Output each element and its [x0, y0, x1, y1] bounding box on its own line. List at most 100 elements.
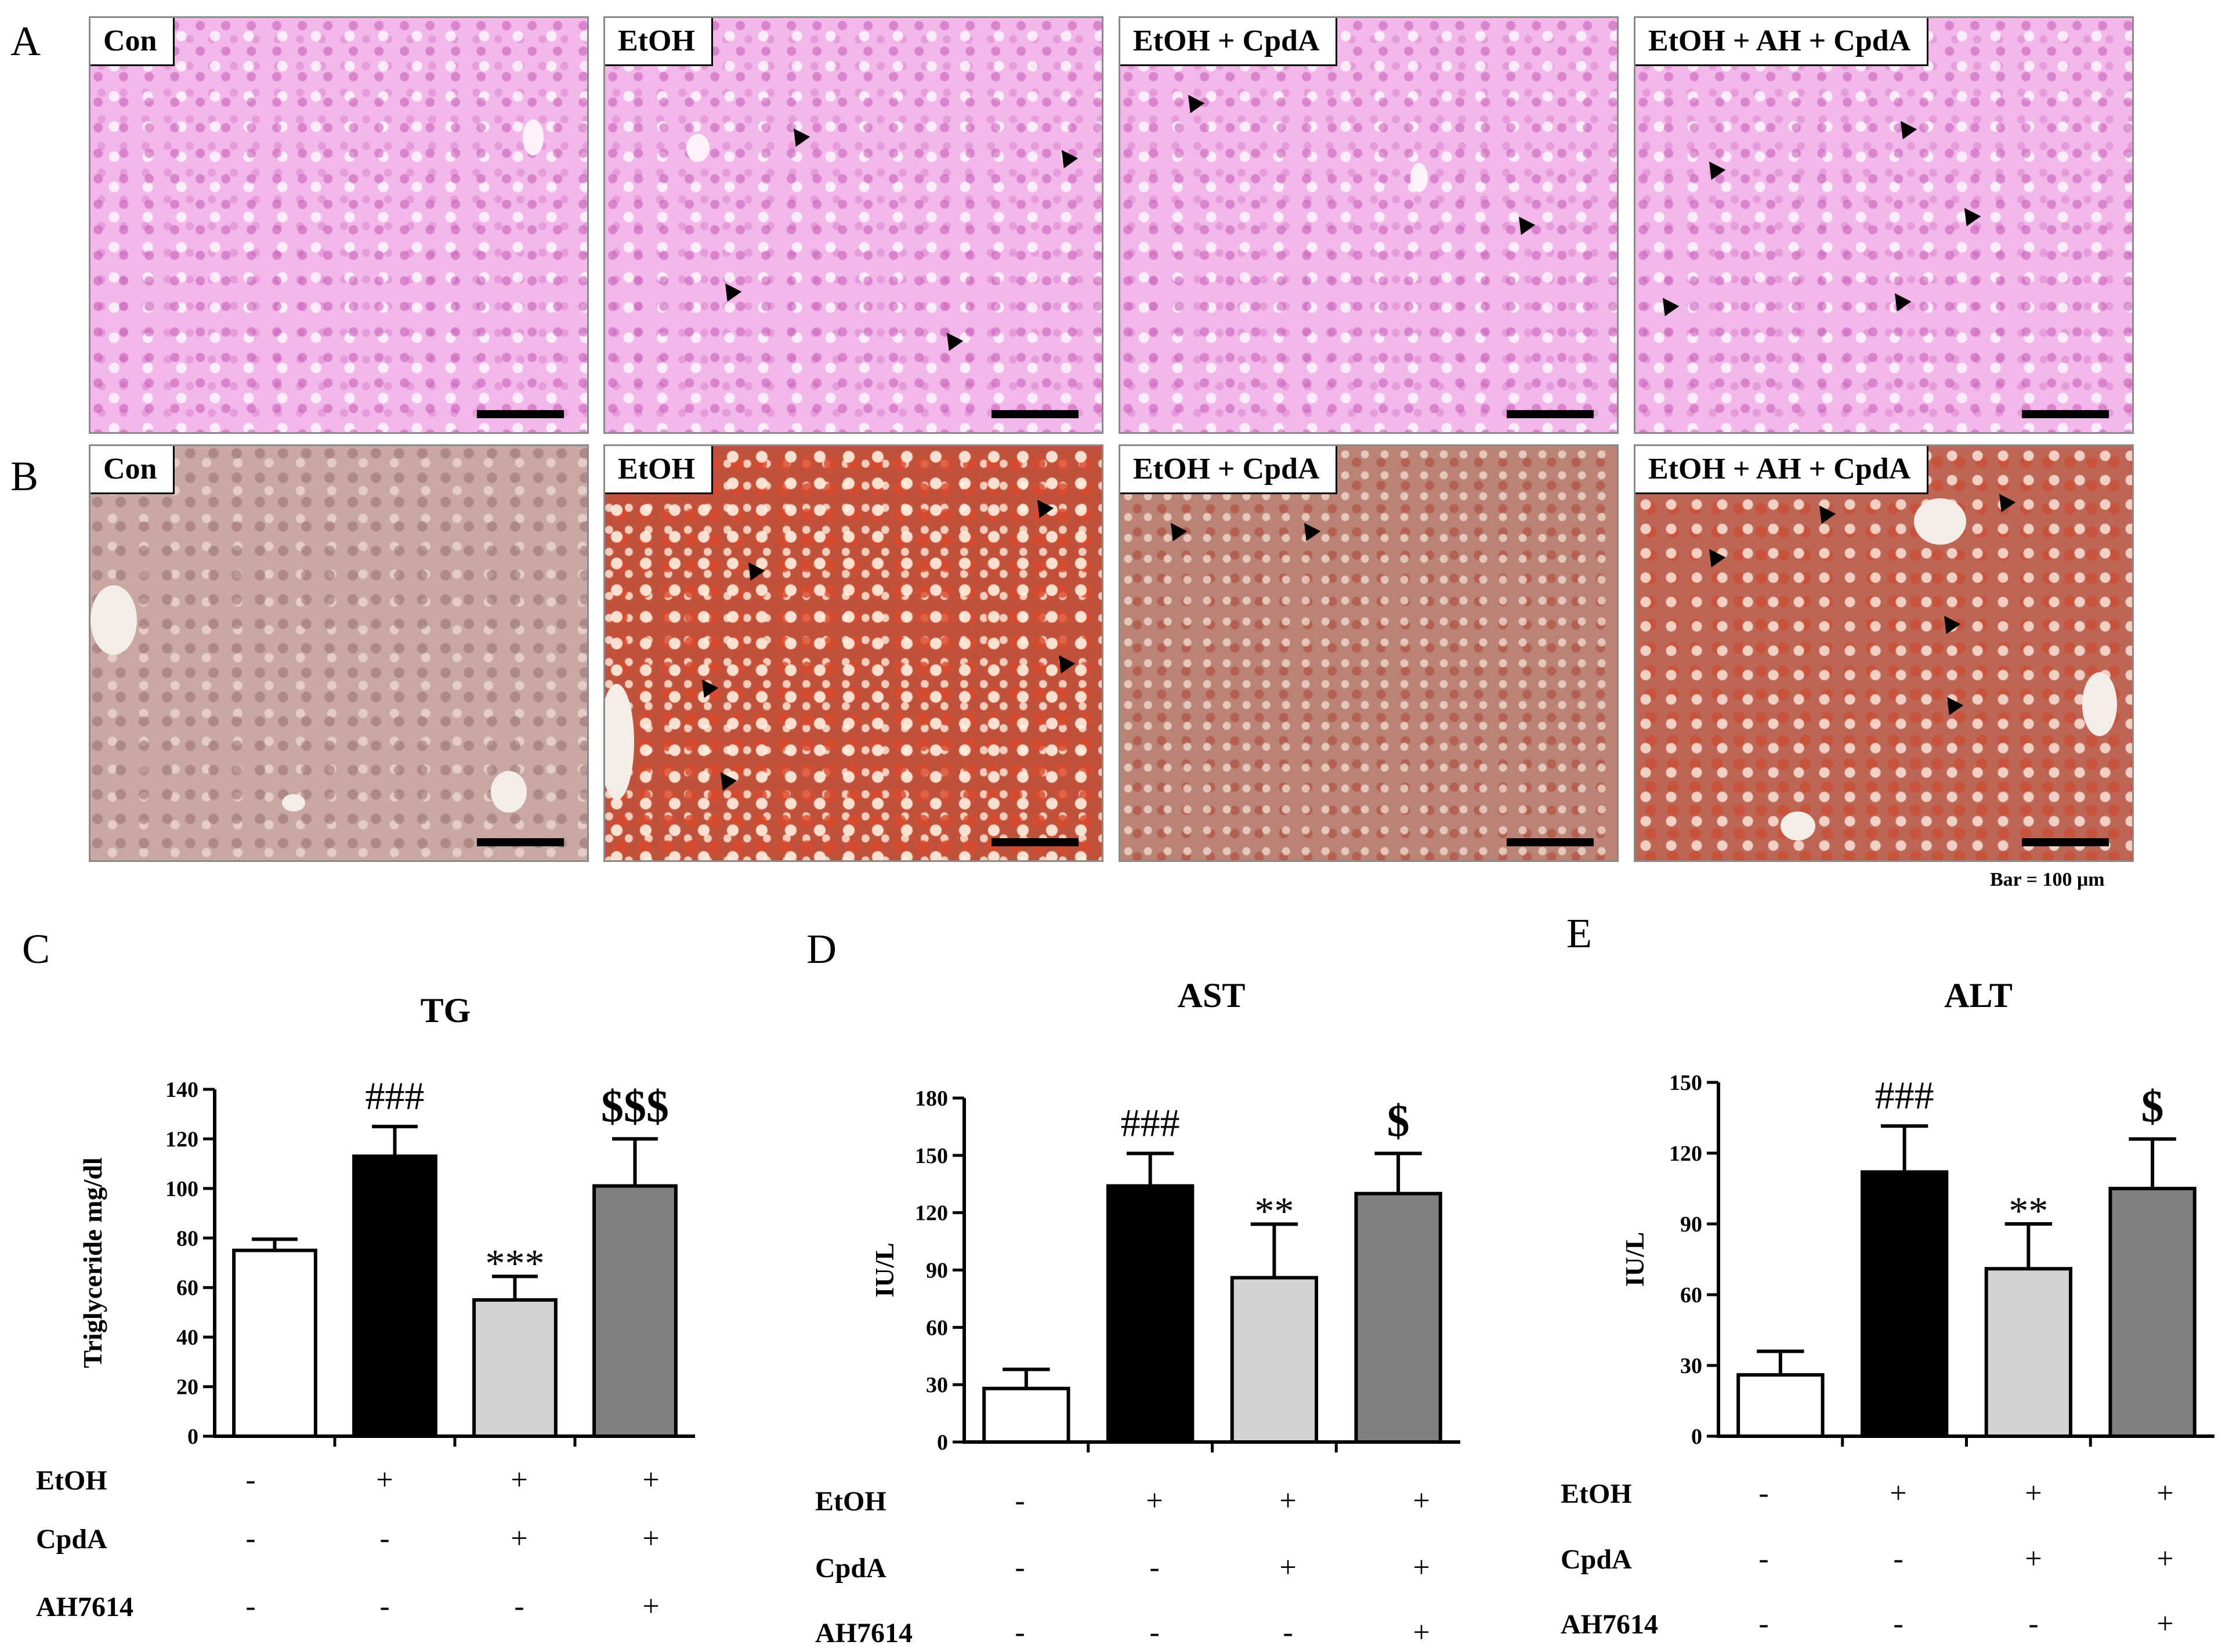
micrograph-title: EtOH + CpdA	[1120, 18, 1338, 66]
significance-label: ###	[1121, 1101, 1180, 1145]
y-tick-label: 60	[176, 1276, 198, 1300]
micrograph-title: EtOH	[605, 18, 713, 66]
y-tick-label: 30	[926, 1373, 948, 1397]
bar	[1230, 1276, 1319, 1444]
y-tick-label: 150	[1669, 1071, 1702, 1095]
significance-label: $	[2141, 1081, 2164, 1132]
panel-letter-e: E	[1566, 910, 1592, 957]
bar	[472, 1298, 558, 1439]
treatment-mark: -	[245, 1463, 255, 1497]
bar	[1354, 1191, 1442, 1444]
treatment-mark: +	[1890, 1477, 1906, 1510]
treatment-mark: -	[1015, 1551, 1025, 1584]
he-micrograph-etoh-cpda: EtOH + CpdA	[1119, 16, 1619, 434]
oro-micrograph-etoh: EtOH	[603, 444, 1103, 862]
treatment-mark: -	[245, 1590, 255, 1623]
treatment-mark: +	[2025, 1542, 2042, 1575]
treatment-mark: +	[511, 1522, 527, 1555]
treatment-mark: -	[1015, 1616, 1025, 1649]
significance-label: $$$	[601, 1081, 669, 1131]
treatment-mark: +	[1413, 1484, 1430, 1517]
y-axis-label: Triglyceride mg/dl	[78, 1157, 107, 1368]
treatment-mark: +	[1413, 1616, 1430, 1649]
y-axis-label: IU/L	[1620, 1232, 1649, 1287]
panel-letter-d: D	[806, 926, 837, 972]
significance-label: **	[2009, 1189, 2048, 1233]
scale-bar	[477, 838, 564, 846]
treatment-mark: +	[2156, 1607, 2173, 1640]
treatment-mark: +	[1279, 1484, 1296, 1517]
y-tick-label: 0	[937, 1430, 948, 1455]
significance-label: ***	[486, 1241, 545, 1285]
chart-title: TG	[421, 991, 471, 1030]
treatment-mark: +	[1413, 1551, 1430, 1584]
oro-micrograph-etoh-cpda: EtOH + CpdA	[1119, 444, 1619, 862]
treatment-mark: -	[1893, 1607, 1903, 1640]
scale-bar	[1507, 838, 1594, 846]
treatment-mark: -	[245, 1522, 255, 1555]
bar	[352, 1154, 437, 1439]
panel-letter-a: A	[10, 18, 41, 64]
he-micrograph-etoh-ah-cpda: EtOH + AH + CpdA	[1634, 16, 2134, 434]
y-tick-label: 100	[165, 1177, 198, 1201]
y-tick-label: 0	[1691, 1425, 1702, 1449]
y-tick-label: 90	[926, 1259, 948, 1283]
scale-bar	[2022, 410, 2109, 418]
treatment-mark: -	[1149, 1551, 1159, 1584]
treatment-label: CpdA	[815, 1553, 886, 1584]
scale-bar	[991, 838, 1079, 846]
y-tick-label: 30	[1680, 1354, 1702, 1378]
treatment-mark: -	[1758, 1607, 1768, 1640]
treatment-mark: -	[2028, 1607, 2038, 1640]
y-tick-label: 0	[187, 1425, 198, 1449]
treatment-mark: +	[511, 1463, 527, 1497]
y-tick-label: 60	[1680, 1283, 1702, 1307]
treatment-mark: +	[2156, 1542, 2173, 1575]
chart-title: AST	[1178, 976, 1246, 1015]
treatment-mark: +	[1279, 1551, 1296, 1584]
scale-note: Bar = 100 μm	[1990, 869, 2105, 890]
micrograph-title: EtOH + AH + CpdA	[1635, 446, 1929, 494]
treatment-label: CpdA	[1561, 1544, 1632, 1575]
micrograph-title: EtOH + CpdA	[1120, 446, 1338, 494]
treatment-mark: -	[514, 1590, 524, 1623]
bar	[1984, 1267, 2073, 1438]
bar	[1860, 1170, 1949, 1438]
significance-label: $	[1387, 1096, 1410, 1146]
oro-micrograph-etoh-ah-cpda: EtOH + AH + CpdA	[1634, 444, 2134, 862]
bar	[1106, 1184, 1195, 1444]
micrograph-title: EtOH + AH + CpdA	[1635, 18, 1929, 66]
treatment-label: EtOH	[815, 1486, 886, 1517]
treatment-mark: -	[1149, 1616, 1159, 1649]
y-tick-label: 120	[915, 1201, 948, 1226]
bar	[2108, 1187, 2196, 1438]
scale-bar	[2022, 838, 2109, 846]
significance-label: **	[1254, 1189, 1294, 1233]
treatment-label: EtOH	[1561, 1479, 1632, 1509]
treatment-mark: +	[642, 1463, 659, 1497]
bar	[1736, 1373, 1825, 1438]
treatment-mark: -	[379, 1522, 389, 1555]
scale-bar	[1507, 410, 1594, 418]
oro-micrograph-con: Con	[89, 444, 589, 862]
treatment-label: AH7614	[1561, 1609, 1658, 1640]
he-micrograph-con: Con	[89, 16, 589, 434]
y-tick-label: 20	[176, 1375, 198, 1400]
treatment-label: AH7614	[36, 1592, 133, 1622]
panel-letter-c: C	[22, 926, 50, 972]
y-tick-label: 90	[1680, 1212, 1702, 1237]
y-axis-label: IU/L	[870, 1242, 899, 1298]
y-tick-label: 120	[1669, 1142, 1702, 1166]
treatment-mark: +	[642, 1590, 659, 1623]
treatment-mark: +	[1146, 1484, 1163, 1517]
micrograph-title: Con	[91, 446, 175, 494]
treatment-mark: +	[376, 1463, 393, 1497]
y-tick-label: 140	[165, 1078, 198, 1102]
treatment-mark: -	[1893, 1542, 1903, 1575]
bar	[982, 1386, 1070, 1444]
treatment-label: CpdA	[36, 1524, 107, 1555]
he-micrograph-etoh: EtOH	[603, 16, 1103, 434]
panel-letter-b: B	[10, 453, 39, 499]
bar	[232, 1248, 317, 1438]
